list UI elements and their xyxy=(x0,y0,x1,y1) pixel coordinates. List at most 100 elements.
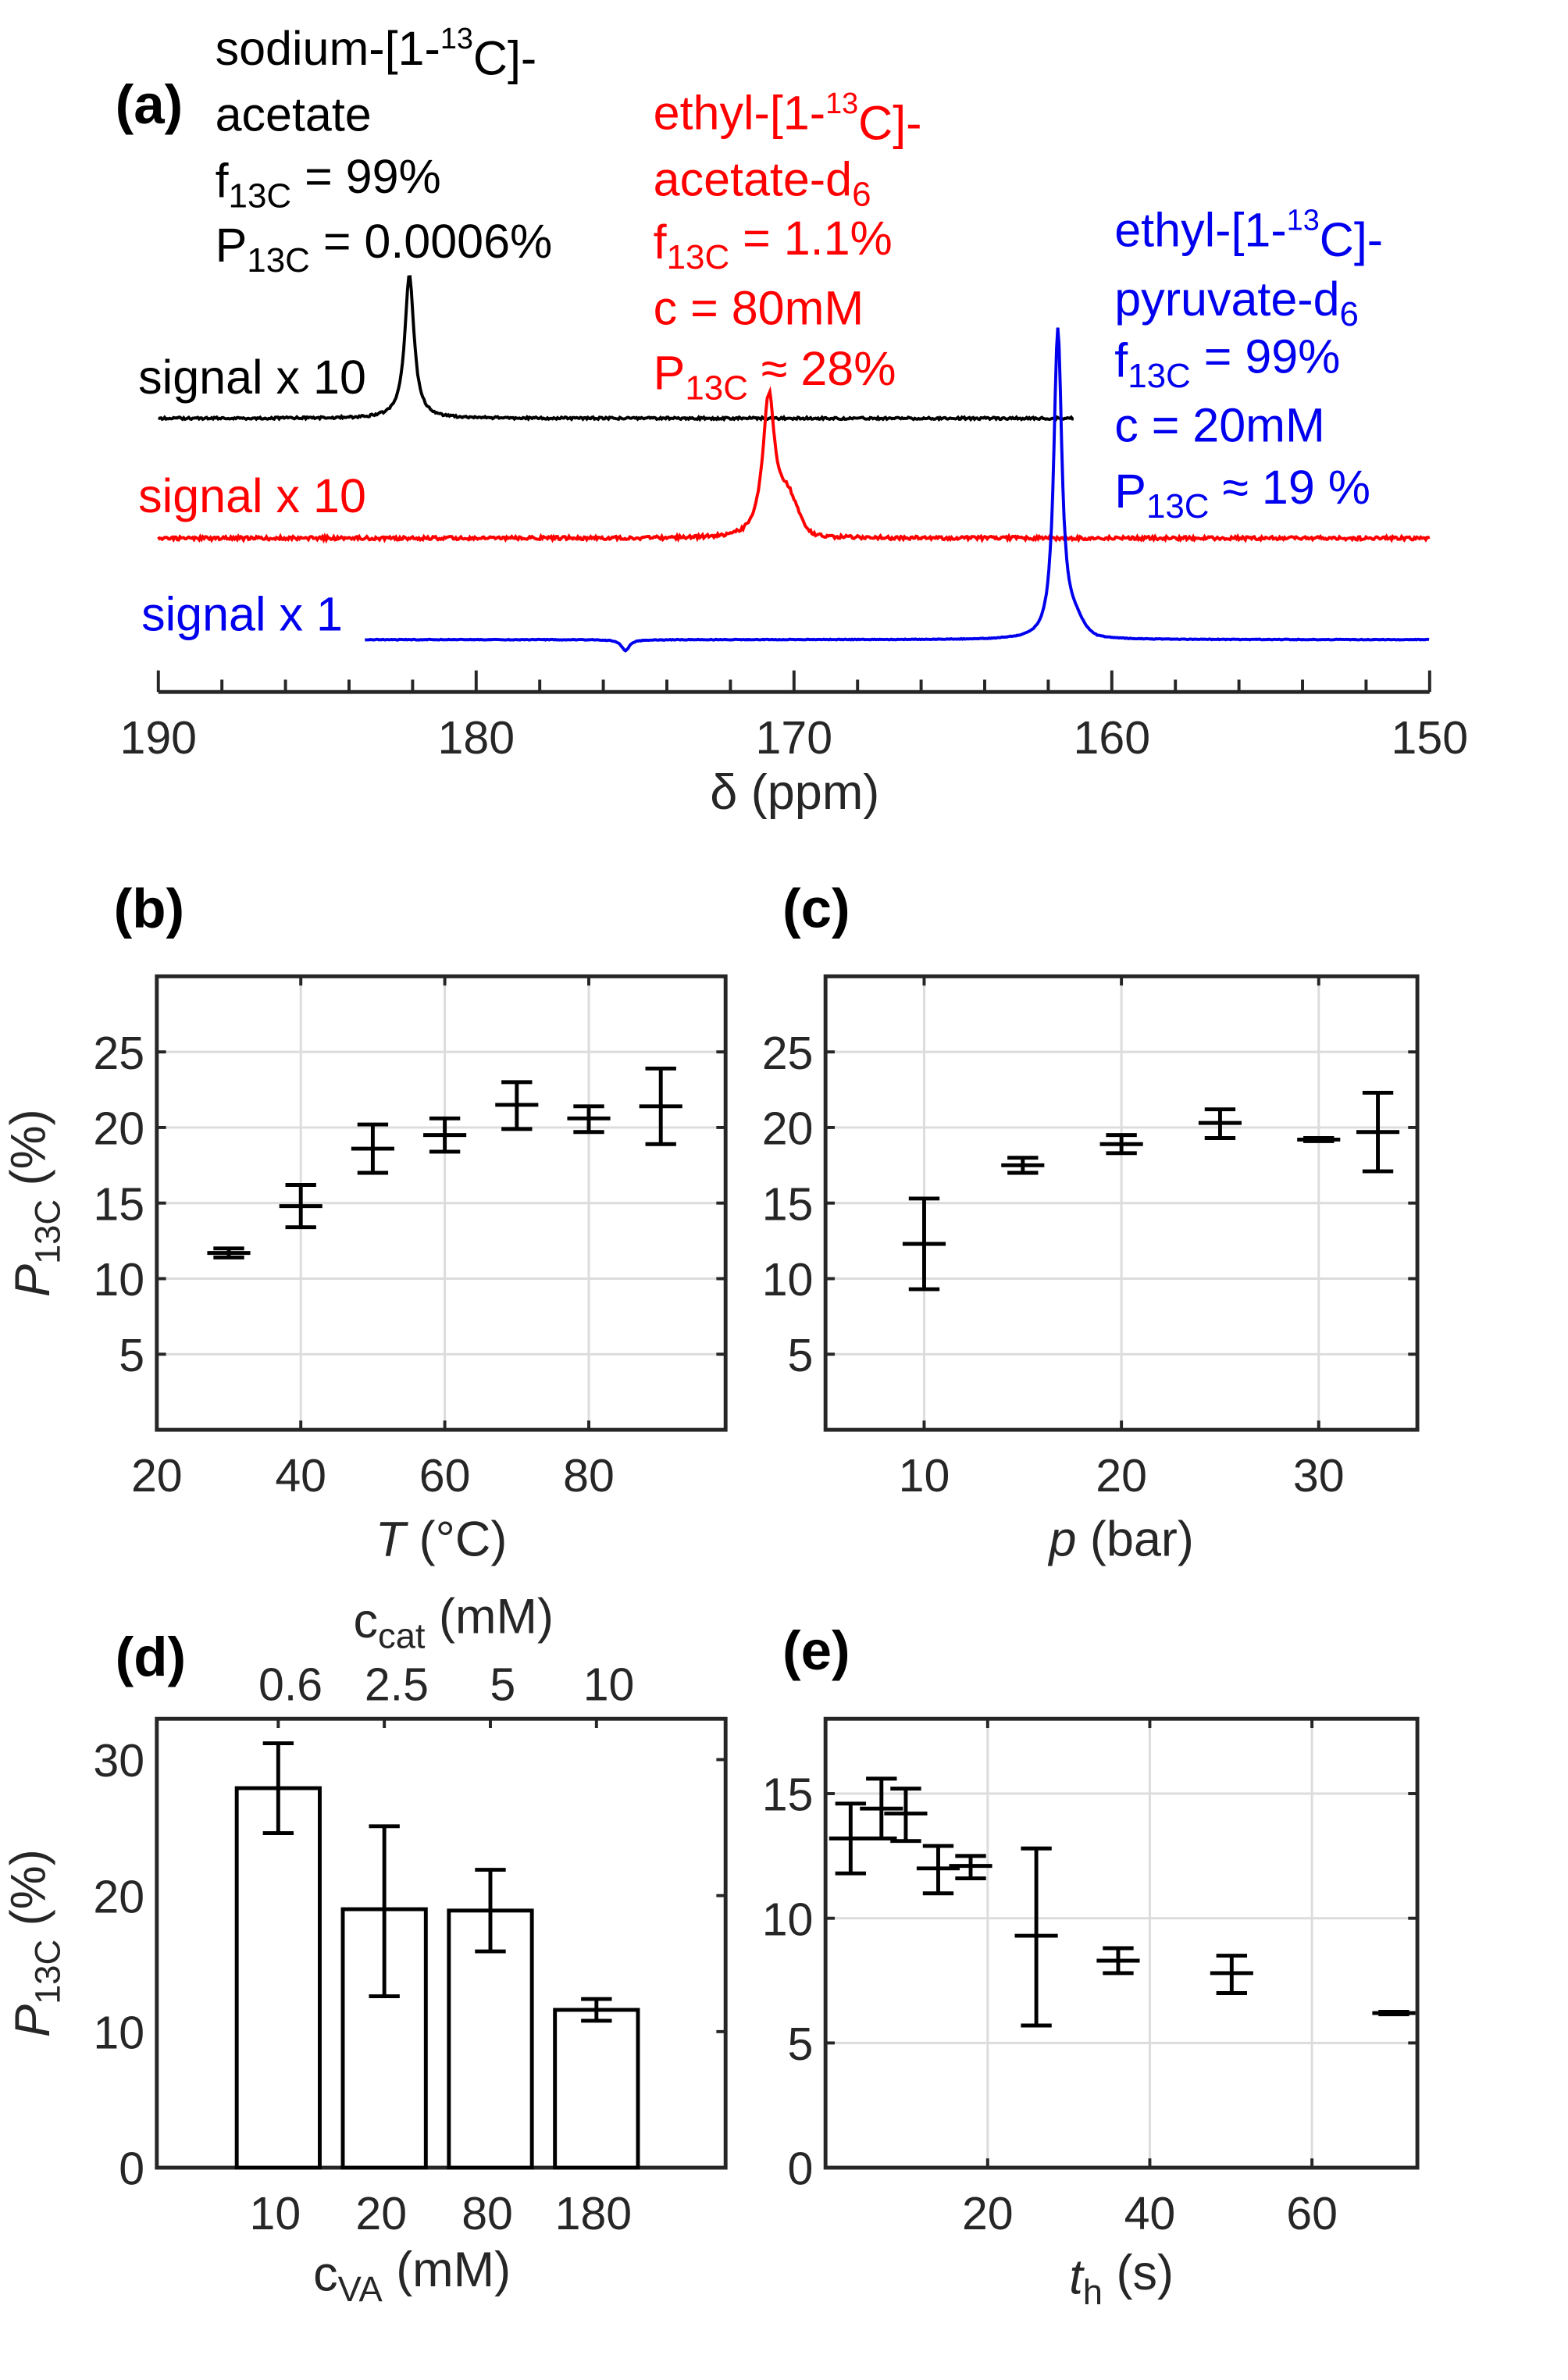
x-axis-label-main: t xyxy=(1069,2250,1085,2304)
annotation-segment: 13C xyxy=(667,238,730,276)
data-point xyxy=(1099,1133,1143,1156)
y-tick-label: 25 xyxy=(762,1028,814,1079)
y-axis-label-rest: (%) xyxy=(2,1849,56,1939)
x-tick-label: 20 xyxy=(1096,1450,1147,1502)
x-tick-label: 60 xyxy=(1286,2188,1338,2239)
y-tick-label: 10 xyxy=(93,2008,144,2059)
panel-label: (b) xyxy=(114,878,184,939)
annotation-segment: sodium-[1- xyxy=(216,22,440,75)
y-tick-label: 15 xyxy=(762,1769,814,1821)
y-tick-label: 30 xyxy=(93,1735,144,1787)
x-tick-label: 170 xyxy=(756,712,833,764)
y-tick-label: 5 xyxy=(119,1330,144,1381)
y-tick-label: 5 xyxy=(788,1330,814,1381)
x2-axis-label: ccat​ (mM) xyxy=(354,1590,554,1656)
annotation-segment: 13C xyxy=(247,241,310,280)
annotation-segment: acetate-d xyxy=(654,152,852,205)
y-tick-label: 20 xyxy=(762,1103,814,1155)
compound-annotation-line: P13C​ = 0.0006% xyxy=(216,215,553,280)
compound-annotation-line: P13C​ ≈ 19 % xyxy=(1114,461,1370,526)
annotation-segment: C]- xyxy=(1320,213,1383,266)
y-axis-label-sub: 13C xyxy=(28,1940,68,2004)
data-point xyxy=(1014,1846,1058,2028)
x-axis-label-rest: (mM) xyxy=(383,2243,511,2297)
signal-scale-label: signal x 1 xyxy=(141,587,343,640)
y-axis-label-sub: 13C xyxy=(28,1199,68,1264)
data-point xyxy=(902,1196,946,1292)
annotation-segment: ≈ 19 % xyxy=(1210,461,1370,514)
panel-label: (e) xyxy=(782,1620,850,1682)
data-point xyxy=(1001,1156,1045,1175)
x2-axis-label-main: c xyxy=(354,1594,379,1648)
annotation-segment: ethyl-[1- xyxy=(654,87,825,140)
compound-annotation-line: f13C​ = 1.1% xyxy=(654,212,893,276)
y-tick-label: 15 xyxy=(762,1178,814,1230)
annotation-segment: c = 20mM xyxy=(1114,398,1325,451)
panel-label: (a) xyxy=(116,74,184,136)
annotation-segment: f xyxy=(654,216,668,269)
plot-area xyxy=(155,1716,728,2170)
x2-tick-label: 5 xyxy=(490,1659,515,1711)
data-point xyxy=(829,1801,872,1876)
data-point xyxy=(949,1854,992,1881)
annotation-segment: C]- xyxy=(473,32,536,85)
bar xyxy=(447,1908,534,2170)
data-point xyxy=(567,1104,611,1135)
x-tick-label: 10 xyxy=(899,1450,950,1502)
spectrum-line xyxy=(365,327,1430,653)
x-tick-label: 30 xyxy=(1293,1450,1345,1502)
compound-annotation-line: sodium-[1-13​C]- xyxy=(216,22,537,85)
panel-b: 20 40 60 80 5 10 15 20 25 (b) T (°C) P13C​ (%) xyxy=(2,878,728,1567)
annotation-segment: C]- xyxy=(858,96,921,149)
x-tick-label: 60 xyxy=(419,1450,471,1502)
y-tick-label: 20 xyxy=(93,1103,144,1155)
panel-e: 20 40 60 0 5 10 15 (e) th​ (s) xyxy=(762,1620,1420,2312)
data-point xyxy=(1198,1107,1242,1140)
y-tick-label: 5 xyxy=(788,2018,814,2070)
annotation-segment: 13C xyxy=(1128,357,1191,395)
annotation-segment: = 99% xyxy=(1191,330,1341,383)
data-point xyxy=(495,1080,539,1131)
y-axis-label-main: P xyxy=(5,2004,60,2037)
compound-annotation-line: c = 80mM xyxy=(654,282,864,335)
x-tick-label: 180 xyxy=(555,2188,633,2239)
annotation-segment: = 99% xyxy=(291,150,441,203)
x-tick-label: 40 xyxy=(1124,2188,1176,2239)
x-axis-label-rest: (°C) xyxy=(405,1512,507,1567)
y-axis-label-main: P xyxy=(5,1264,60,1297)
annotation-segment: P xyxy=(216,219,248,272)
x-axis-label-main: T xyxy=(376,1512,409,1567)
compound-annotation-line: f13C​ = 99% xyxy=(1114,330,1340,394)
y-axis-label: P13C​ (%) xyxy=(2,1849,68,2037)
x-tick-label: 20 xyxy=(962,2188,1014,2239)
x-tick-label: 180 xyxy=(438,712,515,764)
data-point xyxy=(1372,2009,1416,2017)
x2-tick-label: 0.6 xyxy=(258,1659,323,1711)
annotation-segment: = 1.1% xyxy=(729,212,893,265)
compound-annotation-line: f13C​ = 99% xyxy=(216,150,441,215)
x-tick-label: 20 xyxy=(131,1450,183,1502)
data-point xyxy=(1096,1946,1140,1976)
panel-label: (c) xyxy=(782,878,850,939)
x-axis-label: δ (ppm) xyxy=(710,765,879,820)
x-axis-label: T (°C) xyxy=(376,1512,508,1567)
data-point xyxy=(351,1122,394,1175)
data-point xyxy=(916,1844,960,1896)
signal-scale-label: signal x 10 xyxy=(138,469,366,522)
spectrum-line xyxy=(157,386,1431,544)
x-axis-label-rest: (bar) xyxy=(1076,1512,1193,1567)
x2-tick-label: 10 xyxy=(583,1659,635,1711)
annotation-segment: f xyxy=(1114,334,1128,387)
annotation-segment: f xyxy=(216,154,230,207)
data-point xyxy=(423,1116,467,1154)
plot-area xyxy=(823,1716,1420,2170)
annotation-segment: 13C xyxy=(1146,487,1210,526)
y-tick-label: 10 xyxy=(93,1254,144,1306)
x2-axis-label-rest: (mM) xyxy=(426,1590,554,1644)
annotation-segment: c = 80mM xyxy=(654,282,864,335)
compound-annotation-line: acetate-d6​ xyxy=(654,152,871,213)
signal-scale-label: signal x 10 xyxy=(138,351,366,404)
spectrum-line xyxy=(157,275,1074,422)
